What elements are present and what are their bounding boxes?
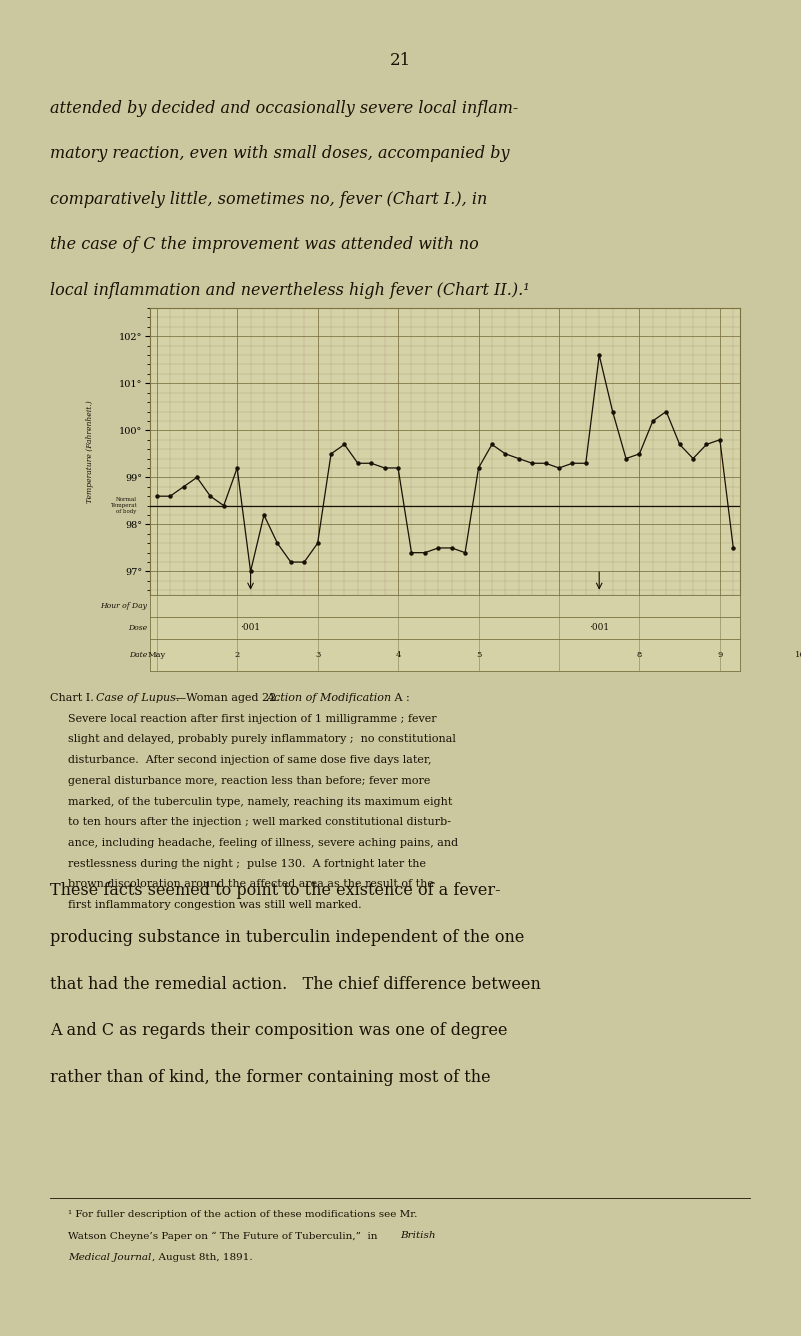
Text: Action of Modification: Action of Modification bbox=[267, 693, 392, 703]
Text: 3: 3 bbox=[315, 651, 320, 659]
Y-axis label: Temperature (Fahrenheit.): Temperature (Fahrenheit.) bbox=[86, 399, 94, 502]
Text: 10: 10 bbox=[795, 651, 801, 659]
Text: A and C as regards their composition was one of degree: A and C as regards their composition was… bbox=[50, 1022, 508, 1039]
Text: Case of Lupus.: Case of Lupus. bbox=[96, 693, 180, 703]
Text: restlessness during the night ;  pulse 130.  A fortnight later the: restlessness during the night ; pulse 13… bbox=[68, 859, 426, 868]
Text: ¹ For fuller description of the action of these modifications see Mr.: ¹ For fuller description of the action o… bbox=[68, 1210, 417, 1218]
Text: slight and delayed, probably purely inflammatory ;  no constitutional: slight and delayed, probably purely infl… bbox=[68, 735, 456, 744]
Text: that had the remedial action.   The chief difference between: that had the remedial action. The chief … bbox=[50, 975, 541, 993]
Text: May: May bbox=[147, 651, 166, 659]
Text: A :: A : bbox=[391, 693, 410, 703]
Text: Medical Journal: Medical Journal bbox=[68, 1253, 151, 1261]
Text: first inflammatory congestion was still well marked.: first inflammatory congestion was still … bbox=[68, 900, 361, 910]
Text: —Woman aged 22.: —Woman aged 22. bbox=[175, 693, 287, 703]
Text: general disturbance more, reaction less than before; fever more: general disturbance more, reaction less … bbox=[68, 776, 430, 786]
Text: marked, of the tuberculin type, namely, reaching its maximum eight: marked, of the tuberculin type, namely, … bbox=[68, 796, 453, 807]
Text: 8: 8 bbox=[637, 651, 642, 659]
Text: Date: Date bbox=[129, 651, 147, 659]
Text: British: British bbox=[400, 1232, 436, 1240]
Text: the case of C the improvement was attended with no: the case of C the improvement was attend… bbox=[50, 236, 479, 254]
Text: disturbance.  After second injection of same dose five days later,: disturbance. After second injection of s… bbox=[68, 755, 432, 766]
Text: ·001: ·001 bbox=[240, 624, 260, 632]
Text: producing substance in tuberculin independent of the one: producing substance in tuberculin indepe… bbox=[50, 929, 525, 946]
Text: Normal
Temperat
of body: Normal Temperat of body bbox=[110, 497, 137, 514]
Text: matory reaction, even with small doses, accompanied by: matory reaction, even with small doses, … bbox=[50, 146, 509, 163]
Text: Chart I.: Chart I. bbox=[50, 693, 97, 703]
Text: attended by decided and occasionally severe local inflam-: attended by decided and occasionally sev… bbox=[50, 100, 518, 118]
Text: 9: 9 bbox=[717, 651, 723, 659]
Text: Severe local reaction after first injection of 1 milligramme ; fever: Severe local reaction after first inject… bbox=[68, 713, 437, 724]
Text: Watson Cheyne’s Paper on “ The Future of Tuberculin,”  in: Watson Cheyne’s Paper on “ The Future of… bbox=[68, 1232, 380, 1241]
Text: ance, including headache, feeling of illness, severe aching pains, and: ance, including headache, feeling of ill… bbox=[68, 838, 458, 848]
Text: local inflammation and nevertheless high fever (Chart II.).¹: local inflammation and nevertheless high… bbox=[50, 282, 529, 299]
Text: to ten hours after the injection ; well marked constitutional disturb-: to ten hours after the injection ; well … bbox=[68, 818, 451, 827]
Text: 4: 4 bbox=[396, 651, 400, 659]
Text: Dose: Dose bbox=[128, 624, 147, 632]
Text: 2: 2 bbox=[235, 651, 239, 659]
Text: brown discoloration around the affected area as the result of the: brown discoloration around the affected … bbox=[68, 879, 434, 890]
Text: Hour of Day: Hour of Day bbox=[100, 603, 147, 611]
Text: These facts seemed to point to the existence of a fever-: These facts seemed to point to the exist… bbox=[50, 882, 501, 899]
Text: 5: 5 bbox=[476, 651, 481, 659]
Text: ·001: ·001 bbox=[590, 624, 610, 632]
Text: rather than of kind, the former containing most of the: rather than of kind, the former containi… bbox=[50, 1069, 491, 1086]
Text: 21: 21 bbox=[390, 52, 411, 69]
Text: comparatively little, sometimes no, fever (Chart I.), in: comparatively little, sometimes no, feve… bbox=[50, 191, 487, 208]
Text: , August 8th, 1891.: , August 8th, 1891. bbox=[152, 1253, 253, 1261]
